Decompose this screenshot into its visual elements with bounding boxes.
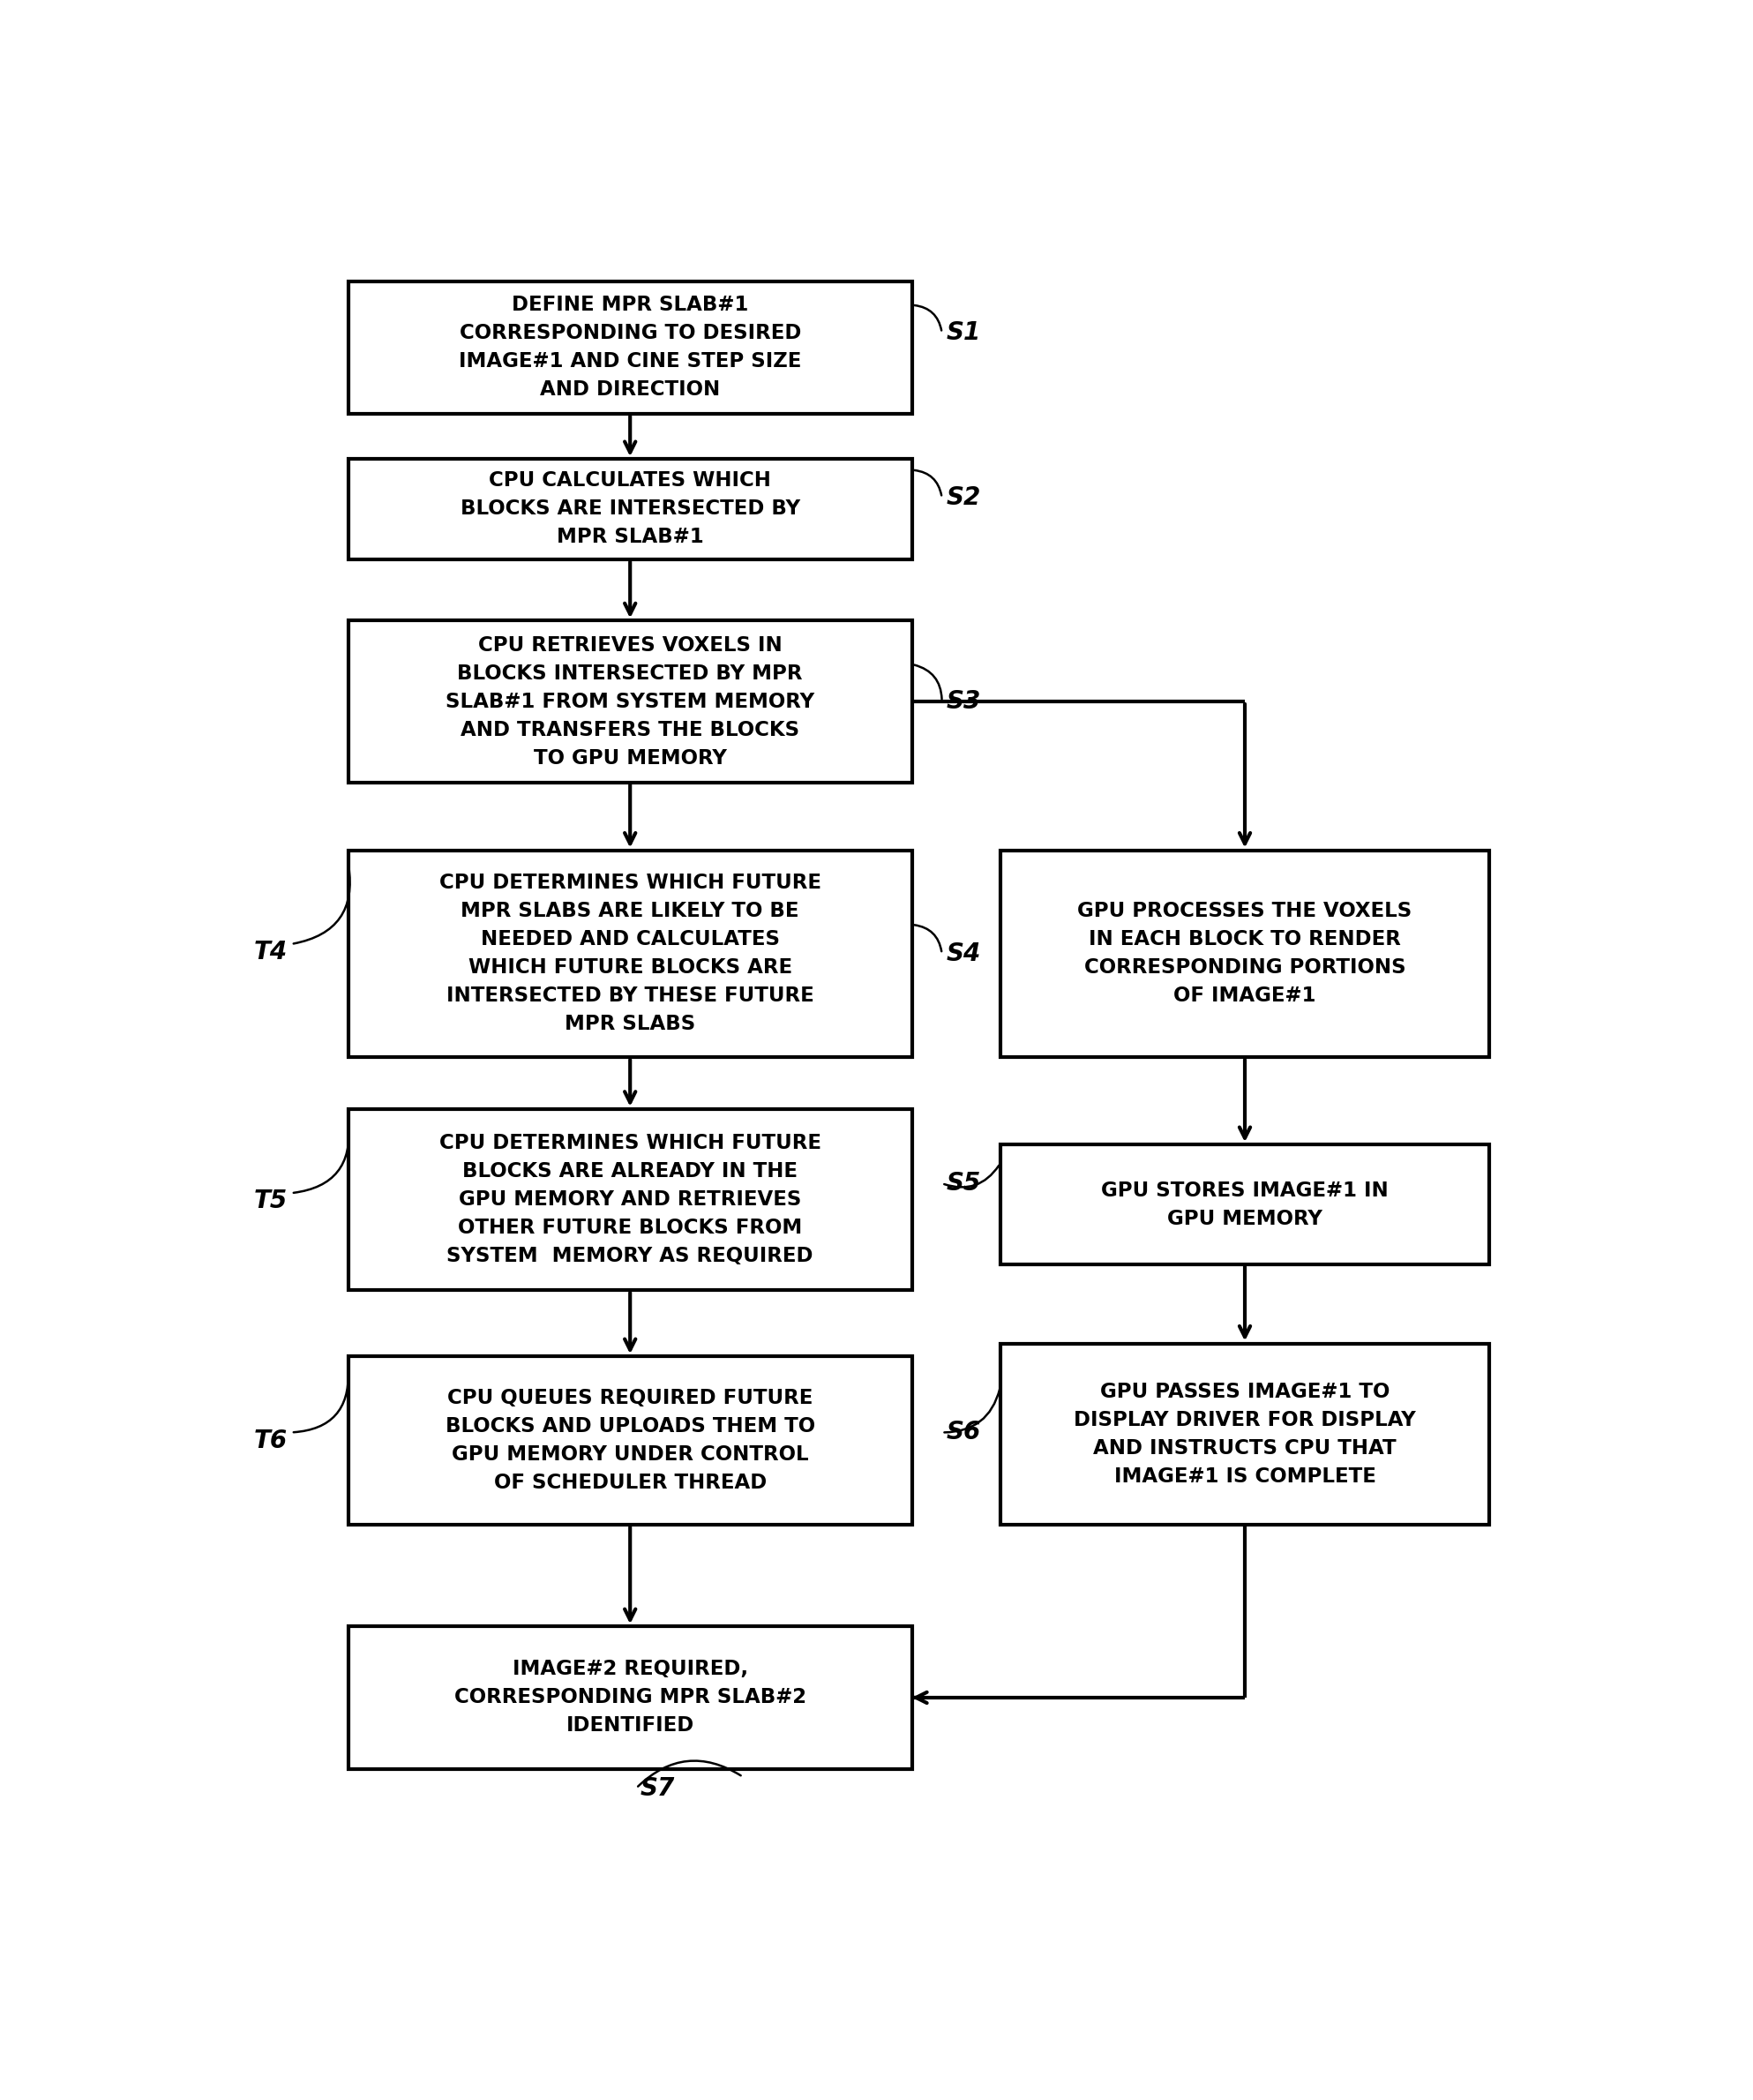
Text: DEFINE MPR SLAB#1
CORRESPONDING TO DESIRED
IMAGE#1 AND CINE STEP SIZE
AND DIRECT: DEFINE MPR SLAB#1 CORRESPONDING TO DESIR… <box>459 294 801 399</box>
Text: S5: S5 <box>947 1172 980 1195</box>
Text: T5: T5 <box>254 1189 287 1214</box>
Text: CPU RETRIEVES VOXELS IN
BLOCKS INTERSECTED BY MPR
SLAB#1 FROM SYSTEM MEMORY
AND : CPU RETRIEVES VOXELS IN BLOCKS INTERSECT… <box>445 634 815 769</box>
FancyBboxPatch shape <box>349 1357 912 1525</box>
Text: S1: S1 <box>947 321 980 344</box>
Text: S6: S6 <box>947 1420 980 1445</box>
Text: CPU CALCULATES WHICH
BLOCKS ARE INTERSECTED BY
MPR SLAB#1: CPU CALCULATES WHICH BLOCKS ARE INTERSEC… <box>461 470 799 548</box>
Text: S3: S3 <box>947 689 980 714</box>
FancyBboxPatch shape <box>349 622 912 783</box>
Text: GPU STORES IMAGE#1 IN
GPU MEMORY: GPU STORES IMAGE#1 IN GPU MEMORY <box>1101 1180 1388 1228</box>
Text: IMAGE#2 REQUIRED,
CORRESPONDING MPR SLAB#2
IDENTIFIED: IMAGE#2 REQUIRED, CORRESPONDING MPR SLAB… <box>454 1659 806 1737</box>
FancyBboxPatch shape <box>1001 1144 1490 1264</box>
Text: S2: S2 <box>947 485 980 510</box>
Text: CPU QUEUES REQUIRED FUTURE
BLOCKS AND UPLOADS THEM TO
GPU MEMORY UNDER CONTROL
O: CPU QUEUES REQUIRED FUTURE BLOCKS AND UP… <box>445 1388 815 1493</box>
Text: CPU DETERMINES WHICH FUTURE
MPR SLABS ARE LIKELY TO BE
NEEDED AND CALCULATES
WHI: CPU DETERMINES WHICH FUTURE MPR SLABS AR… <box>438 874 820 1035</box>
Text: T6: T6 <box>254 1428 287 1453</box>
Text: S4: S4 <box>947 941 980 966</box>
Text: GPU PROCESSES THE VOXELS
IN EACH BLOCK TO RENDER
CORRESPONDING PORTIONS
OF IMAGE: GPU PROCESSES THE VOXELS IN EACH BLOCK T… <box>1078 901 1413 1006</box>
FancyBboxPatch shape <box>349 1625 912 1768</box>
Text: CPU DETERMINES WHICH FUTURE
BLOCKS ARE ALREADY IN THE
GPU MEMORY AND RETRIEVES
O: CPU DETERMINES WHICH FUTURE BLOCKS ARE A… <box>438 1132 820 1266</box>
Text: GPU PASSES IMAGE#1 TO
DISPLAY DRIVER FOR DISPLAY
AND INSTRUCTS CPU THAT
IMAGE#1 : GPU PASSES IMAGE#1 TO DISPLAY DRIVER FOR… <box>1075 1382 1416 1487</box>
FancyBboxPatch shape <box>349 1109 912 1289</box>
Text: T4: T4 <box>254 941 287 964</box>
FancyBboxPatch shape <box>349 281 912 414</box>
FancyBboxPatch shape <box>1001 850 1490 1056</box>
FancyBboxPatch shape <box>349 460 912 559</box>
Text: S7: S7 <box>640 1777 675 1800</box>
FancyBboxPatch shape <box>1001 1344 1490 1525</box>
FancyBboxPatch shape <box>349 850 912 1056</box>
